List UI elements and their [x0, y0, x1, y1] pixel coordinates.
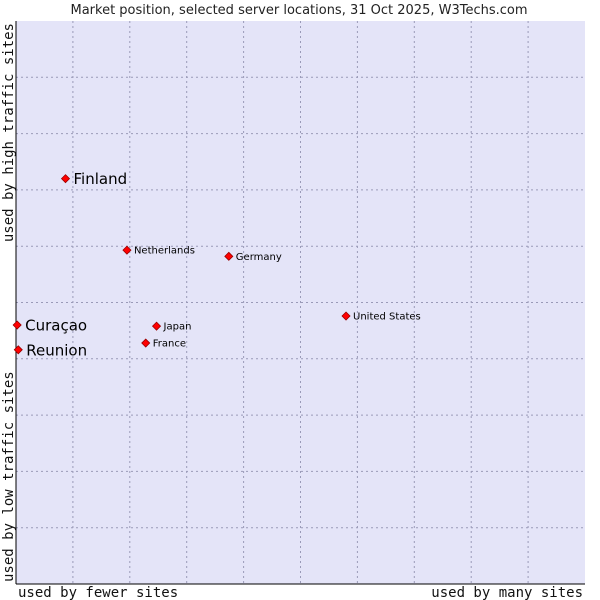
data-point-curacao — [12, 320, 22, 330]
point-label-japan: Japan — [163, 322, 192, 333]
y-axis-label-low: used by low traffic sites — [1, 371, 17, 582]
data-point-united-states — [341, 311, 351, 321]
data-point-reunion — [13, 345, 23, 355]
point-label-curacao: Curaçao — [25, 317, 87, 335]
data-point-netherlands — [122, 245, 132, 255]
x-axis-label-low: used by fewer sites — [18, 585, 178, 600]
point-label-reunion: Reunion — [26, 341, 87, 359]
grid — [16, 21, 585, 584]
point-label-united-states: United States — [353, 312, 421, 323]
data-point-france — [141, 338, 151, 348]
data-points: Finland Netherlands Germany United States Cu… — [12, 170, 421, 359]
data-point-germany — [224, 251, 234, 261]
data-point-finland — [60, 174, 71, 184]
point-label-france: France — [153, 339, 186, 350]
point-label-netherlands: Netherlands — [134, 246, 195, 257]
y-axis-label-high: used by high traffic sites — [1, 23, 17, 242]
point-label-finland: Finland — [74, 170, 128, 188]
chart-title: Market position, selected server locatio… — [70, 3, 527, 18]
data-point-japan — [151, 321, 162, 331]
point-label-germany: Germany — [236, 252, 282, 263]
x-axis-label-high: used by many sites — [431, 585, 583, 600]
